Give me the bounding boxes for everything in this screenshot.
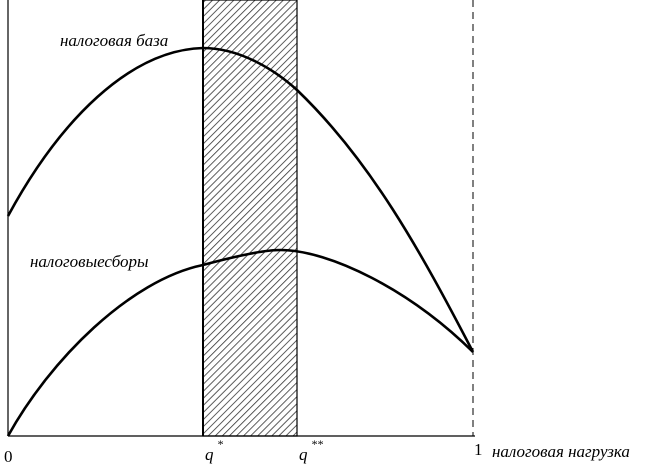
end-label: 1: [474, 440, 483, 459]
marker-symbol: q: [205, 445, 214, 464]
marker-superscript: *: [217, 437, 223, 451]
origin-label: 0: [4, 447, 13, 466]
curve-label: налоговая база: [60, 31, 168, 50]
tax-base-curve: [6, 46, 475, 353]
marker-symbol: q: [299, 445, 308, 464]
marker-superscript: **: [311, 437, 323, 451]
curve-label: налоговыесборы: [30, 252, 149, 271]
x-axis-label: налоговая нагрузка: [492, 442, 630, 461]
hatched-interval: [202, 0, 298, 437]
tax-revenue-curve: [6, 248, 474, 437]
